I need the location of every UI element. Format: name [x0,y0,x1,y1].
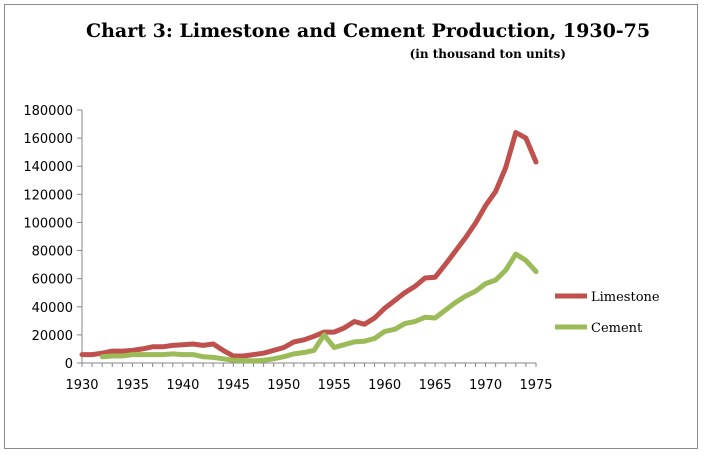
legend-label-limestone: Limestone [591,290,660,305]
x-tick-label: 1975 [519,378,552,393]
y-tick-label: 160000 [23,132,73,147]
y-tick-label: 180000 [23,104,73,119]
x-tick-label: 1965 [419,378,452,393]
x-tick-label: 1935 [116,378,149,393]
axes [81,110,536,364]
x-tick-label: 1960 [368,378,401,393]
legend: Limestone Cement [555,290,660,336]
y-tick-label: 40000 [32,301,73,316]
y-axis-ticks: 0 20000 40000 60000 80000 100000 120000 140000 1… [23,104,82,372]
y-tick-label: 120000 [23,188,73,203]
series-lines [79,130,539,364]
chart-frame [4,4,698,449]
x-tick-label: 1930 [65,378,98,393]
x-axis-ticks: 1930 1935 1940 1945 1950 1955 1960 1965 1970 1975 [65,363,553,393]
x-tick-label: 1970 [469,378,502,393]
y-tick-label: 80000 [32,245,73,260]
x-tick-label: 1950 [267,378,300,393]
x-tick-label: 1940 [166,378,199,393]
x-tick-label: 1955 [318,378,351,393]
chart-title: Chart 3: Limestone and Cement Production… [86,20,651,42]
series-line-limestone [79,130,539,359]
legend-label-cement: Cement [591,321,643,336]
y-tick-label: 60000 [32,273,73,288]
y-tick-label: 100000 [23,216,73,231]
series-line-cement [99,251,539,364]
x-tick-label: 1945 [217,378,250,393]
y-tick-label: 140000 [23,160,73,175]
y-tick-label: 20000 [32,329,73,344]
chart-subtitle: (in thousand ton units) [409,47,566,61]
y-tick-label: 0 [65,357,73,372]
